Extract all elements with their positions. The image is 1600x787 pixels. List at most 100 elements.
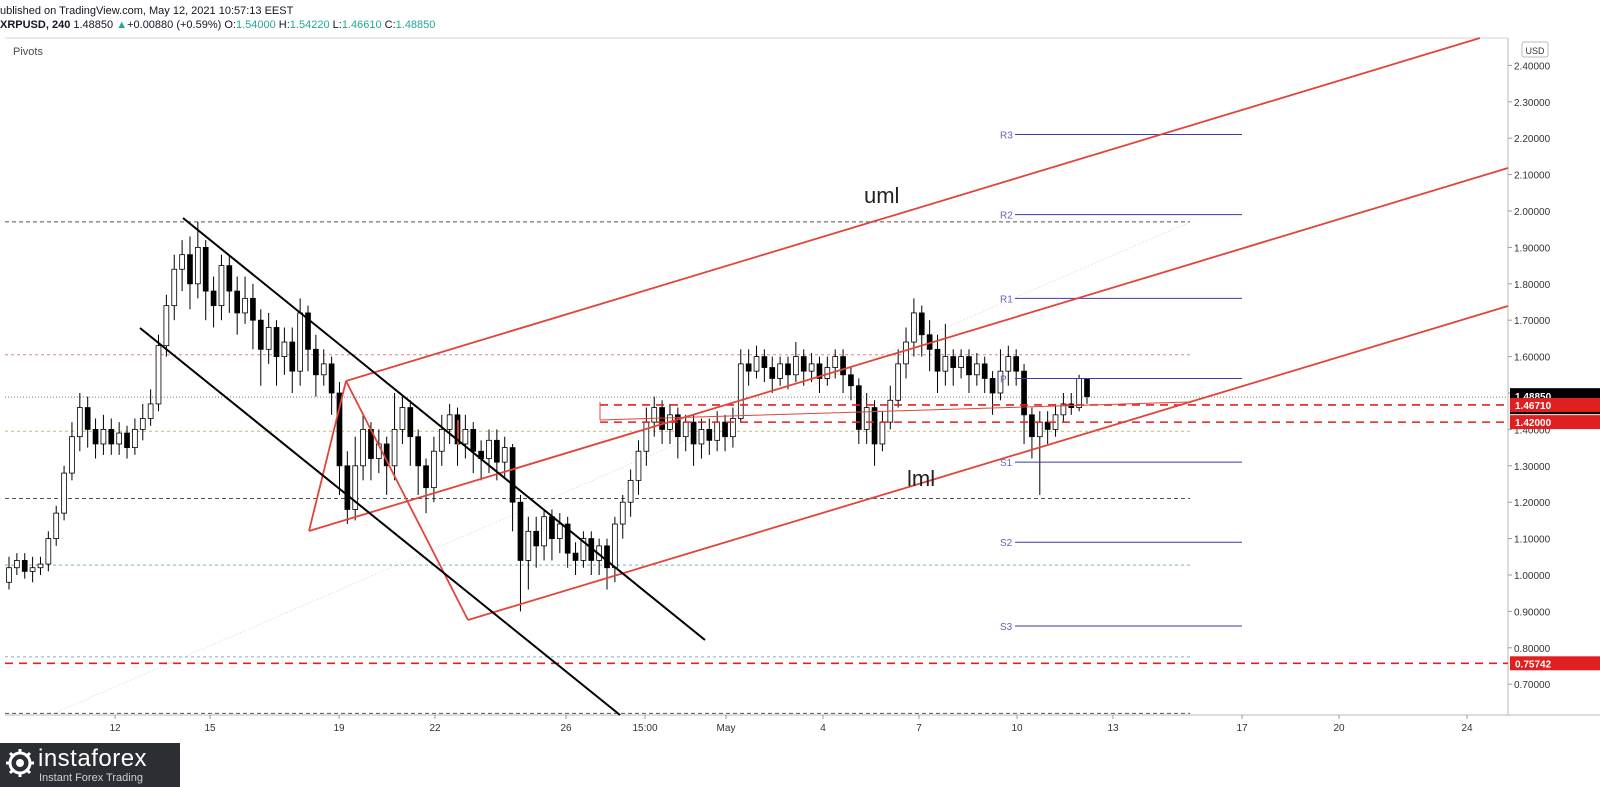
candle-body <box>494 439 500 463</box>
y-tick-label: 1.90000 <box>1514 243 1551 254</box>
high-value: 1.54220 <box>289 19 330 31</box>
level-price-tag <box>1510 656 1600 671</box>
candle-body <box>730 418 736 438</box>
candle-body <box>305 312 311 350</box>
candle-body <box>863 407 870 430</box>
candle-body <box>698 428 705 445</box>
candle-body <box>210 290 217 307</box>
ohlc-line: XRPUSD, 240 1.48850 ▲+0.00880 (+0.59%) O… <box>0 19 435 31</box>
candle-body <box>1013 356 1020 372</box>
candle-body <box>21 560 28 572</box>
candle-body <box>974 363 980 376</box>
descending-channel-line <box>182 217 706 641</box>
candle-body <box>69 436 75 474</box>
candle-body <box>958 356 964 368</box>
candle-body <box>360 428 366 467</box>
price-change: +0.00880 (+0.59%) <box>127 19 222 31</box>
candle-body <box>53 512 60 539</box>
candle-body <box>132 428 138 448</box>
y-tick-label: 2.20000 <box>1514 134 1551 145</box>
candle-body <box>785 363 791 376</box>
candle-body <box>195 246 201 285</box>
candle-body <box>871 407 878 445</box>
candle-body <box>108 428 115 445</box>
candle-body <box>431 450 437 489</box>
y-tick-label: 2.10000 <box>1514 171 1551 182</box>
candle-body <box>281 341 288 358</box>
candle-body <box>745 363 752 372</box>
pivot-label-p: P <box>1000 374 1007 385</box>
candle-body <box>250 297 256 321</box>
candle-body <box>848 374 854 387</box>
low-label: L: <box>332 19 342 31</box>
candle-body <box>438 428 445 452</box>
candle-body <box>682 421 689 438</box>
candle-body <box>297 312 303 372</box>
candle-body <box>155 345 162 405</box>
brand-name: instaforex <box>38 745 148 772</box>
last-price-label: 1.48850 <box>1515 392 1552 403</box>
candle-body <box>840 356 846 376</box>
chart-header: ublished on TradingView.com, May 12, 202… <box>0 0 1600 38</box>
indicator-label: Pivots <box>13 46 43 58</box>
candle-body <box>29 567 36 572</box>
y-tick-label: 2.40000 <box>1514 61 1551 72</box>
candle-body <box>816 363 823 379</box>
candle-body <box>722 421 728 438</box>
candle-body <box>541 516 547 547</box>
candle-body <box>942 356 949 372</box>
candle-body <box>446 414 453 430</box>
candle-body <box>761 356 768 368</box>
y-tick-label: 1.70000 <box>1514 316 1551 327</box>
candle-body <box>966 356 972 376</box>
currency-label: USD <box>1525 46 1545 56</box>
candle-body <box>989 378 996 394</box>
candle-body <box>997 370 1004 394</box>
candle-body <box>1036 421 1043 438</box>
candle-body <box>45 538 52 565</box>
candle-body <box>855 385 862 430</box>
candle-body <box>911 312 917 343</box>
y-tick-label: 0.90000 <box>1514 607 1551 618</box>
x-tick-label: 19 <box>333 723 345 734</box>
y-tick-label: 1.60000 <box>1514 353 1551 364</box>
x-tick-label: 10 <box>1011 723 1023 734</box>
candle-body <box>627 479 634 503</box>
gear-logo-icon <box>6 749 34 777</box>
published-info: ublished on TradingView.com, May 12, 202… <box>0 5 294 17</box>
candle-body <box>289 341 296 372</box>
candle-body <box>950 356 957 368</box>
pivot-label-r1: R1 <box>1000 294 1013 305</box>
descending-channel-line <box>139 327 621 716</box>
candle-body <box>1021 370 1027 416</box>
candle-body <box>242 297 248 314</box>
candle-body <box>163 305 170 347</box>
candle-body <box>525 530 532 561</box>
candle-body <box>981 363 988 379</box>
candle-body <box>533 530 540 547</box>
candle-body <box>6 567 12 583</box>
candle-body <box>37 563 44 569</box>
level-price-tag <box>1510 397 1600 412</box>
candle-body <box>714 421 721 441</box>
median-dotted-line <box>49 221 1191 716</box>
candle-body <box>737 363 744 419</box>
candle-body <box>407 407 414 438</box>
candle-body <box>202 246 209 292</box>
candle-body <box>651 407 658 423</box>
candle-body <box>1044 421 1051 430</box>
y-tick-label: 1.20000 <box>1514 498 1551 509</box>
candle-body <box>604 545 610 569</box>
candle-body <box>903 341 909 365</box>
candle-body <box>674 414 681 438</box>
brand-tagline: Instant Forex Trading <box>39 772 143 784</box>
level-price-label: 0.75742 <box>1515 659 1552 670</box>
candle-body <box>509 447 516 503</box>
candle-body <box>1060 403 1067 416</box>
x-tick-label: 17 <box>1236 723 1248 734</box>
candle-body <box>344 465 351 510</box>
candle-body <box>706 428 713 441</box>
candle-body <box>171 268 178 307</box>
pitchfork-median-segment <box>599 401 1191 421</box>
